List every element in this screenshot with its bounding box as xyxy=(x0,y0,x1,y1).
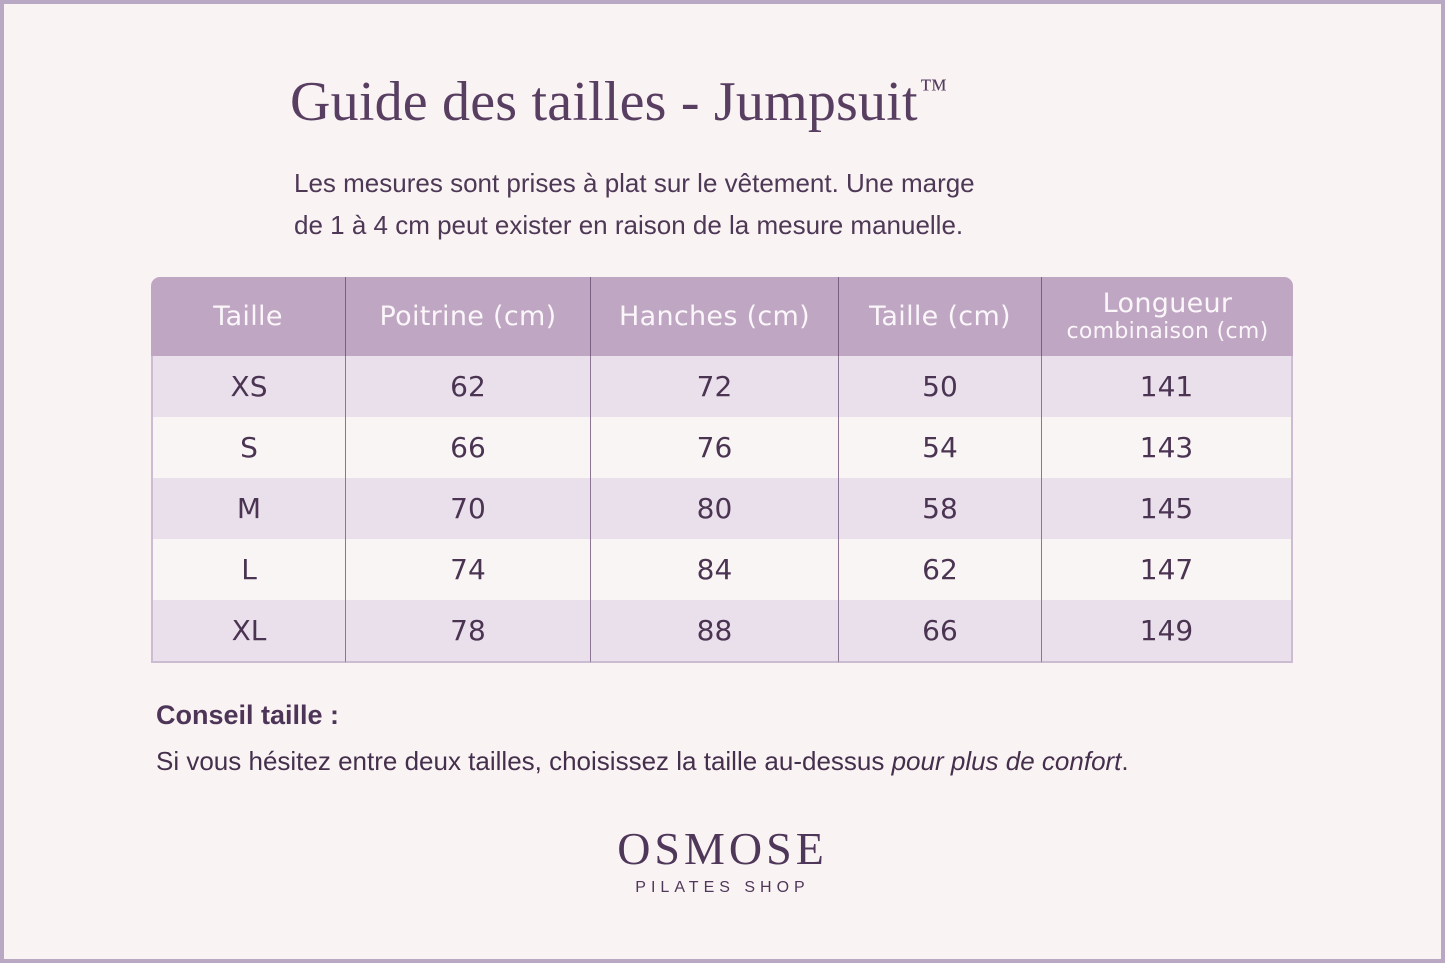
trademark-symbol: ™ xyxy=(919,74,948,105)
size-table-container: Taille Poitrine (cm) Hanches (cm) Taille… xyxy=(151,277,1293,663)
cell-hips: 88 xyxy=(591,600,839,663)
table-row: S 66 76 54 143 xyxy=(151,417,1293,478)
cell-chest: 74 xyxy=(346,539,591,600)
size-tip-text: Si vous hésitez entre deux tailles, choi… xyxy=(156,746,1129,777)
size-tip-regular: Si vous hésitez entre deux tailles, choi… xyxy=(156,746,892,776)
table-row: XS 62 72 50 141 xyxy=(151,356,1293,417)
table-header-row: Taille Poitrine (cm) Hanches (cm) Taille… xyxy=(151,277,1293,356)
column-header-length: Longueur combinaison (cm) xyxy=(1042,277,1293,356)
cell-size: L xyxy=(151,539,346,600)
cell-waist: 66 xyxy=(839,600,1042,663)
cell-hips: 84 xyxy=(591,539,839,600)
cell-size: XL xyxy=(151,600,346,663)
column-header-waist: Taille (cm) xyxy=(839,277,1042,356)
cell-chest: 70 xyxy=(346,478,591,539)
page-title: Guide des tailles - Jumpsuit™ xyxy=(290,70,947,134)
column-header-label: Taille xyxy=(213,301,283,332)
cell-waist: 58 xyxy=(839,478,1042,539)
table-row: L 74 84 62 147 xyxy=(151,539,1293,600)
cell-length: 145 xyxy=(1042,478,1293,539)
size-tip-emphasis: pour plus de confort xyxy=(891,746,1122,776)
column-header-chest: Poitrine (cm) xyxy=(346,277,591,356)
cell-length: 143 xyxy=(1042,417,1293,478)
cell-length: 141 xyxy=(1042,356,1293,417)
cell-hips: 76 xyxy=(591,417,839,478)
cell-size: M xyxy=(151,478,346,539)
cell-chest: 78 xyxy=(346,600,591,663)
column-header-size: Taille xyxy=(151,277,346,356)
cell-size: XS xyxy=(151,356,346,417)
cell-size: S xyxy=(151,417,346,478)
size-table: Taille Poitrine (cm) Hanches (cm) Taille… xyxy=(151,277,1293,663)
cell-waist: 50 xyxy=(839,356,1042,417)
cell-chest: 66 xyxy=(346,417,591,478)
brand-tagline: PILATES SHOP xyxy=(635,879,810,896)
cell-hips: 72 xyxy=(591,356,839,417)
size-tip-end: . xyxy=(1121,746,1129,776)
cell-hips: 80 xyxy=(591,478,839,539)
column-header-sublabel: combinaison (cm) xyxy=(1066,318,1269,344)
title-text: Guide des tailles - Jumpsuit xyxy=(290,71,918,133)
measurement-note-line-2: de 1 à 4 cm peut exister en raison de la… xyxy=(294,210,964,240)
size-guide-page: Guide des tailles - Jumpsuit™ Les mesure… xyxy=(4,4,1441,959)
cell-waist: 54 xyxy=(839,417,1042,478)
measurement-note: Les mesures sont prises à plat sur le vê… xyxy=(294,162,1194,246)
column-header-hips: Hanches (cm) xyxy=(591,277,839,356)
size-tip-heading: Conseil taille : xyxy=(156,700,340,730)
column-header-label: Taille (cm) xyxy=(869,301,1011,332)
brand-logo: OSMOSE PILATES SHOP xyxy=(4,822,1441,897)
cell-waist: 62 xyxy=(839,539,1042,600)
table-row: M 70 80 58 145 xyxy=(151,478,1293,539)
column-header-label: Longueur xyxy=(1102,287,1233,319)
column-header-label: Hanches (cm) xyxy=(619,301,810,332)
cell-length: 149 xyxy=(1042,600,1293,663)
column-header-label: Poitrine (cm) xyxy=(379,301,557,332)
measurement-note-line-1: Les mesures sont prises à plat sur le vê… xyxy=(294,168,975,198)
table-row: XL 78 88 66 149 xyxy=(151,600,1293,663)
brand-name: OSMOSE xyxy=(617,823,828,874)
cell-length: 147 xyxy=(1042,539,1293,600)
cell-chest: 62 xyxy=(346,356,591,417)
